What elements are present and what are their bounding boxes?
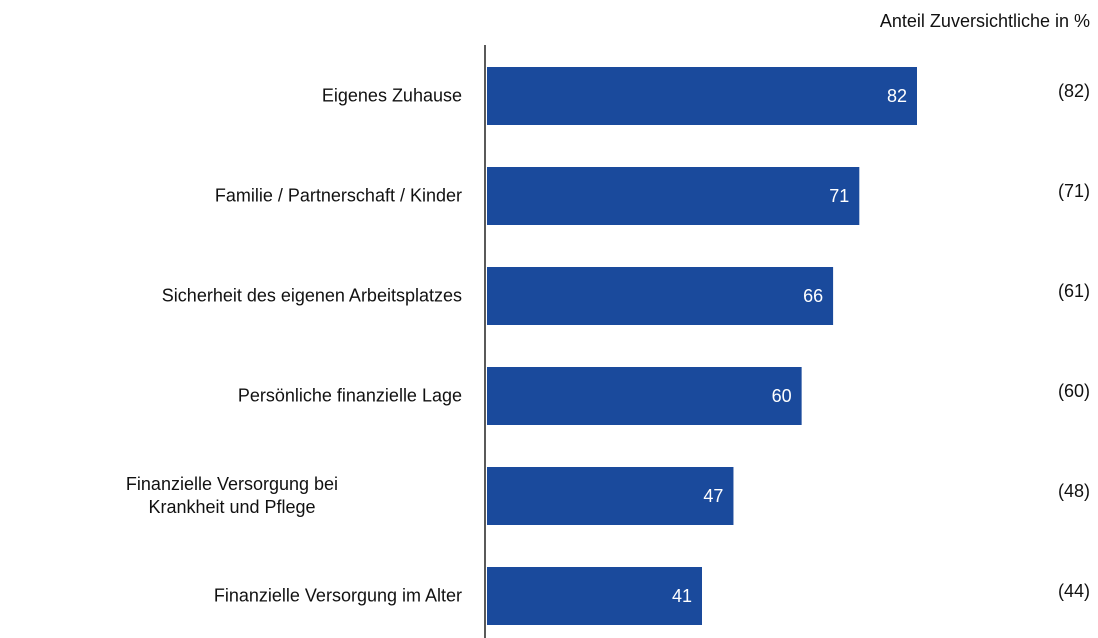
- axis-title: Anteil Zuversichtliche in %: [880, 11, 1090, 31]
- bar: [487, 167, 860, 225]
- comparison-label: (44): [1058, 581, 1090, 601]
- bar: [487, 567, 702, 625]
- bar-value-label: 41: [672, 586, 692, 606]
- bar: [487, 67, 917, 125]
- bar-value-label: 60: [772, 386, 792, 406]
- category-label: Eigenes Zuhause: [321, 85, 462, 106]
- bar-value-label: 47: [703, 486, 723, 506]
- bar: [487, 367, 802, 425]
- comparison-label: (71): [1058, 181, 1090, 201]
- bar-value-label: 71: [829, 186, 849, 206]
- category-label: Finanzielle Versorgung im Alter: [213, 585, 462, 606]
- comparison-label: (48): [1058, 481, 1090, 501]
- comparison-label: (82): [1058, 81, 1090, 101]
- bar-value-label: 66: [803, 286, 823, 306]
- comparison-label: (61): [1058, 281, 1090, 301]
- category-label: Finanzielle Versorgung bei Krankheit und…: [125, 474, 339, 517]
- comparison-label: (60): [1058, 381, 1090, 401]
- bar-value-label: 82: [887, 86, 907, 106]
- category-label: Persönliche finanzielle Lage: [237, 385, 462, 406]
- category-label: Familie / Partnerschaft / Kinder: [214, 185, 462, 206]
- bar: [487, 467, 734, 525]
- category-label: Sicherheit des eigenen Arbeitsplatzes: [161, 285, 462, 306]
- bar: [487, 267, 834, 325]
